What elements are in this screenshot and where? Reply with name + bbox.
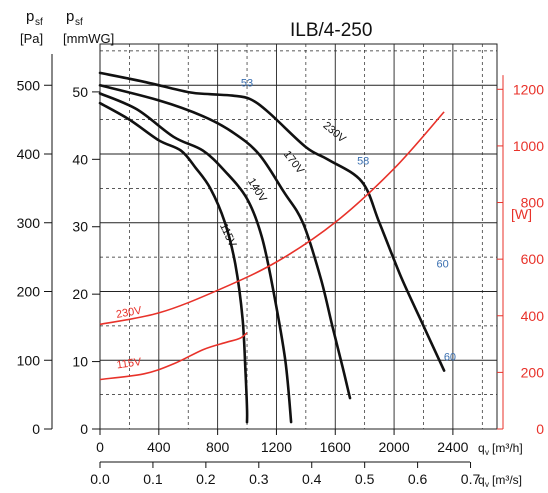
w-tick-label: 400 (521, 308, 545, 324)
curve-annotation: 230V (321, 120, 349, 146)
x-m3s-tick-label: 0.3 (249, 471, 269, 487)
pa-tick-label: 400 (17, 146, 41, 162)
mmwg-tick-label: 40 (72, 151, 88, 167)
x-m3h-tick-label: 400 (147, 439, 171, 455)
x-m3s-tick-label: 0.2 (196, 471, 216, 487)
pa-tick-label: 300 (17, 215, 41, 231)
curve-annotation: 60 (444, 351, 456, 363)
pa-axis-unit: [Pa] (20, 31, 43, 46)
curve-annotation: 58 (357, 155, 369, 167)
x-m3h-axis-unit: [m³/h] (492, 441, 523, 455)
pa-tick-label: 100 (17, 352, 41, 368)
curve-annotation: 170V (281, 149, 307, 177)
x-m3h-axis-label: q (478, 441, 485, 455)
power-curve-230V (99, 111, 445, 326)
w-tick-label: 200 (521, 364, 545, 380)
mmwg-axis-unit: [mmWG] (63, 31, 114, 46)
power-curve-115V (99, 332, 248, 381)
mmwg-axis-label: p (66, 8, 74, 25)
mmwg-tick-label: 20 (72, 286, 88, 302)
x-m3h-axis-label-sub: v (485, 448, 489, 457)
x-m3s-tick-label: 0.1 (143, 471, 163, 487)
x-m3s-tick-label: 0.5 (355, 471, 375, 487)
x-m3s-axis-label-sub: v (485, 480, 489, 489)
x-m3s-axis-label: q (478, 473, 485, 487)
mmwg-tick-label: 50 (72, 84, 88, 100)
w-tick-label: 800 (521, 195, 545, 211)
w-tick-label: 1000 (513, 138, 544, 154)
x-m3h-tick-label: 0 (96, 439, 104, 455)
x-m3s-tick-label: 0.7 (461, 471, 481, 487)
curve-annotation: 230V (115, 305, 143, 321)
pa-tick-label: 0 (32, 421, 40, 437)
w-tick-label: 600 (521, 251, 545, 267)
mmwg-axis-label-sub: sf (75, 17, 83, 28)
w-axis-unit: [W] (511, 206, 532, 222)
x-m3h-tick-label: 1200 (261, 439, 292, 455)
x-m3h-tick-label: 2000 (378, 439, 409, 455)
pressure-curve-140V (98, 92, 293, 424)
mmwg-tick-label: 0 (80, 421, 88, 437)
w-tick-label: 1200 (513, 81, 544, 97)
curve-annotation: 53 (241, 78, 253, 90)
pressure-curve-230V (98, 71, 446, 372)
pressure-curve-170V (98, 84, 352, 400)
pa-tick-label: 200 (17, 284, 41, 300)
x-m3s-tick-label: 0.0 (90, 471, 110, 487)
x-m3h-tick-label: 2400 (437, 439, 468, 455)
curve-annotation: 115V (116, 356, 143, 371)
plot-frame (99, 43, 498, 430)
pa-axis-label-sub: sf (35, 17, 43, 28)
chart-title: ILB/4-250 (290, 20, 372, 41)
pa-axis-label: p (26, 8, 34, 25)
mmwg-tick-label: 30 (72, 219, 88, 235)
pa-tick-label: 500 (17, 77, 41, 93)
mmwg-tick-label: 10 (72, 354, 88, 370)
curve-annotation: 115V (217, 221, 239, 249)
x-m3h-tick-label: 800 (206, 439, 230, 455)
x-m3s-axis-unit: [m³/s] (492, 473, 522, 487)
x-m3s-tick-label: 0.4 (302, 471, 322, 487)
x-m3h-tick-label: 1600 (320, 439, 351, 455)
curve-annotation: 60 (436, 258, 448, 270)
w-tick-label: 0 (536, 421, 544, 437)
pressure-curve-115V (98, 101, 249, 424)
x-m3s-tick-label: 0.6 (408, 471, 428, 487)
